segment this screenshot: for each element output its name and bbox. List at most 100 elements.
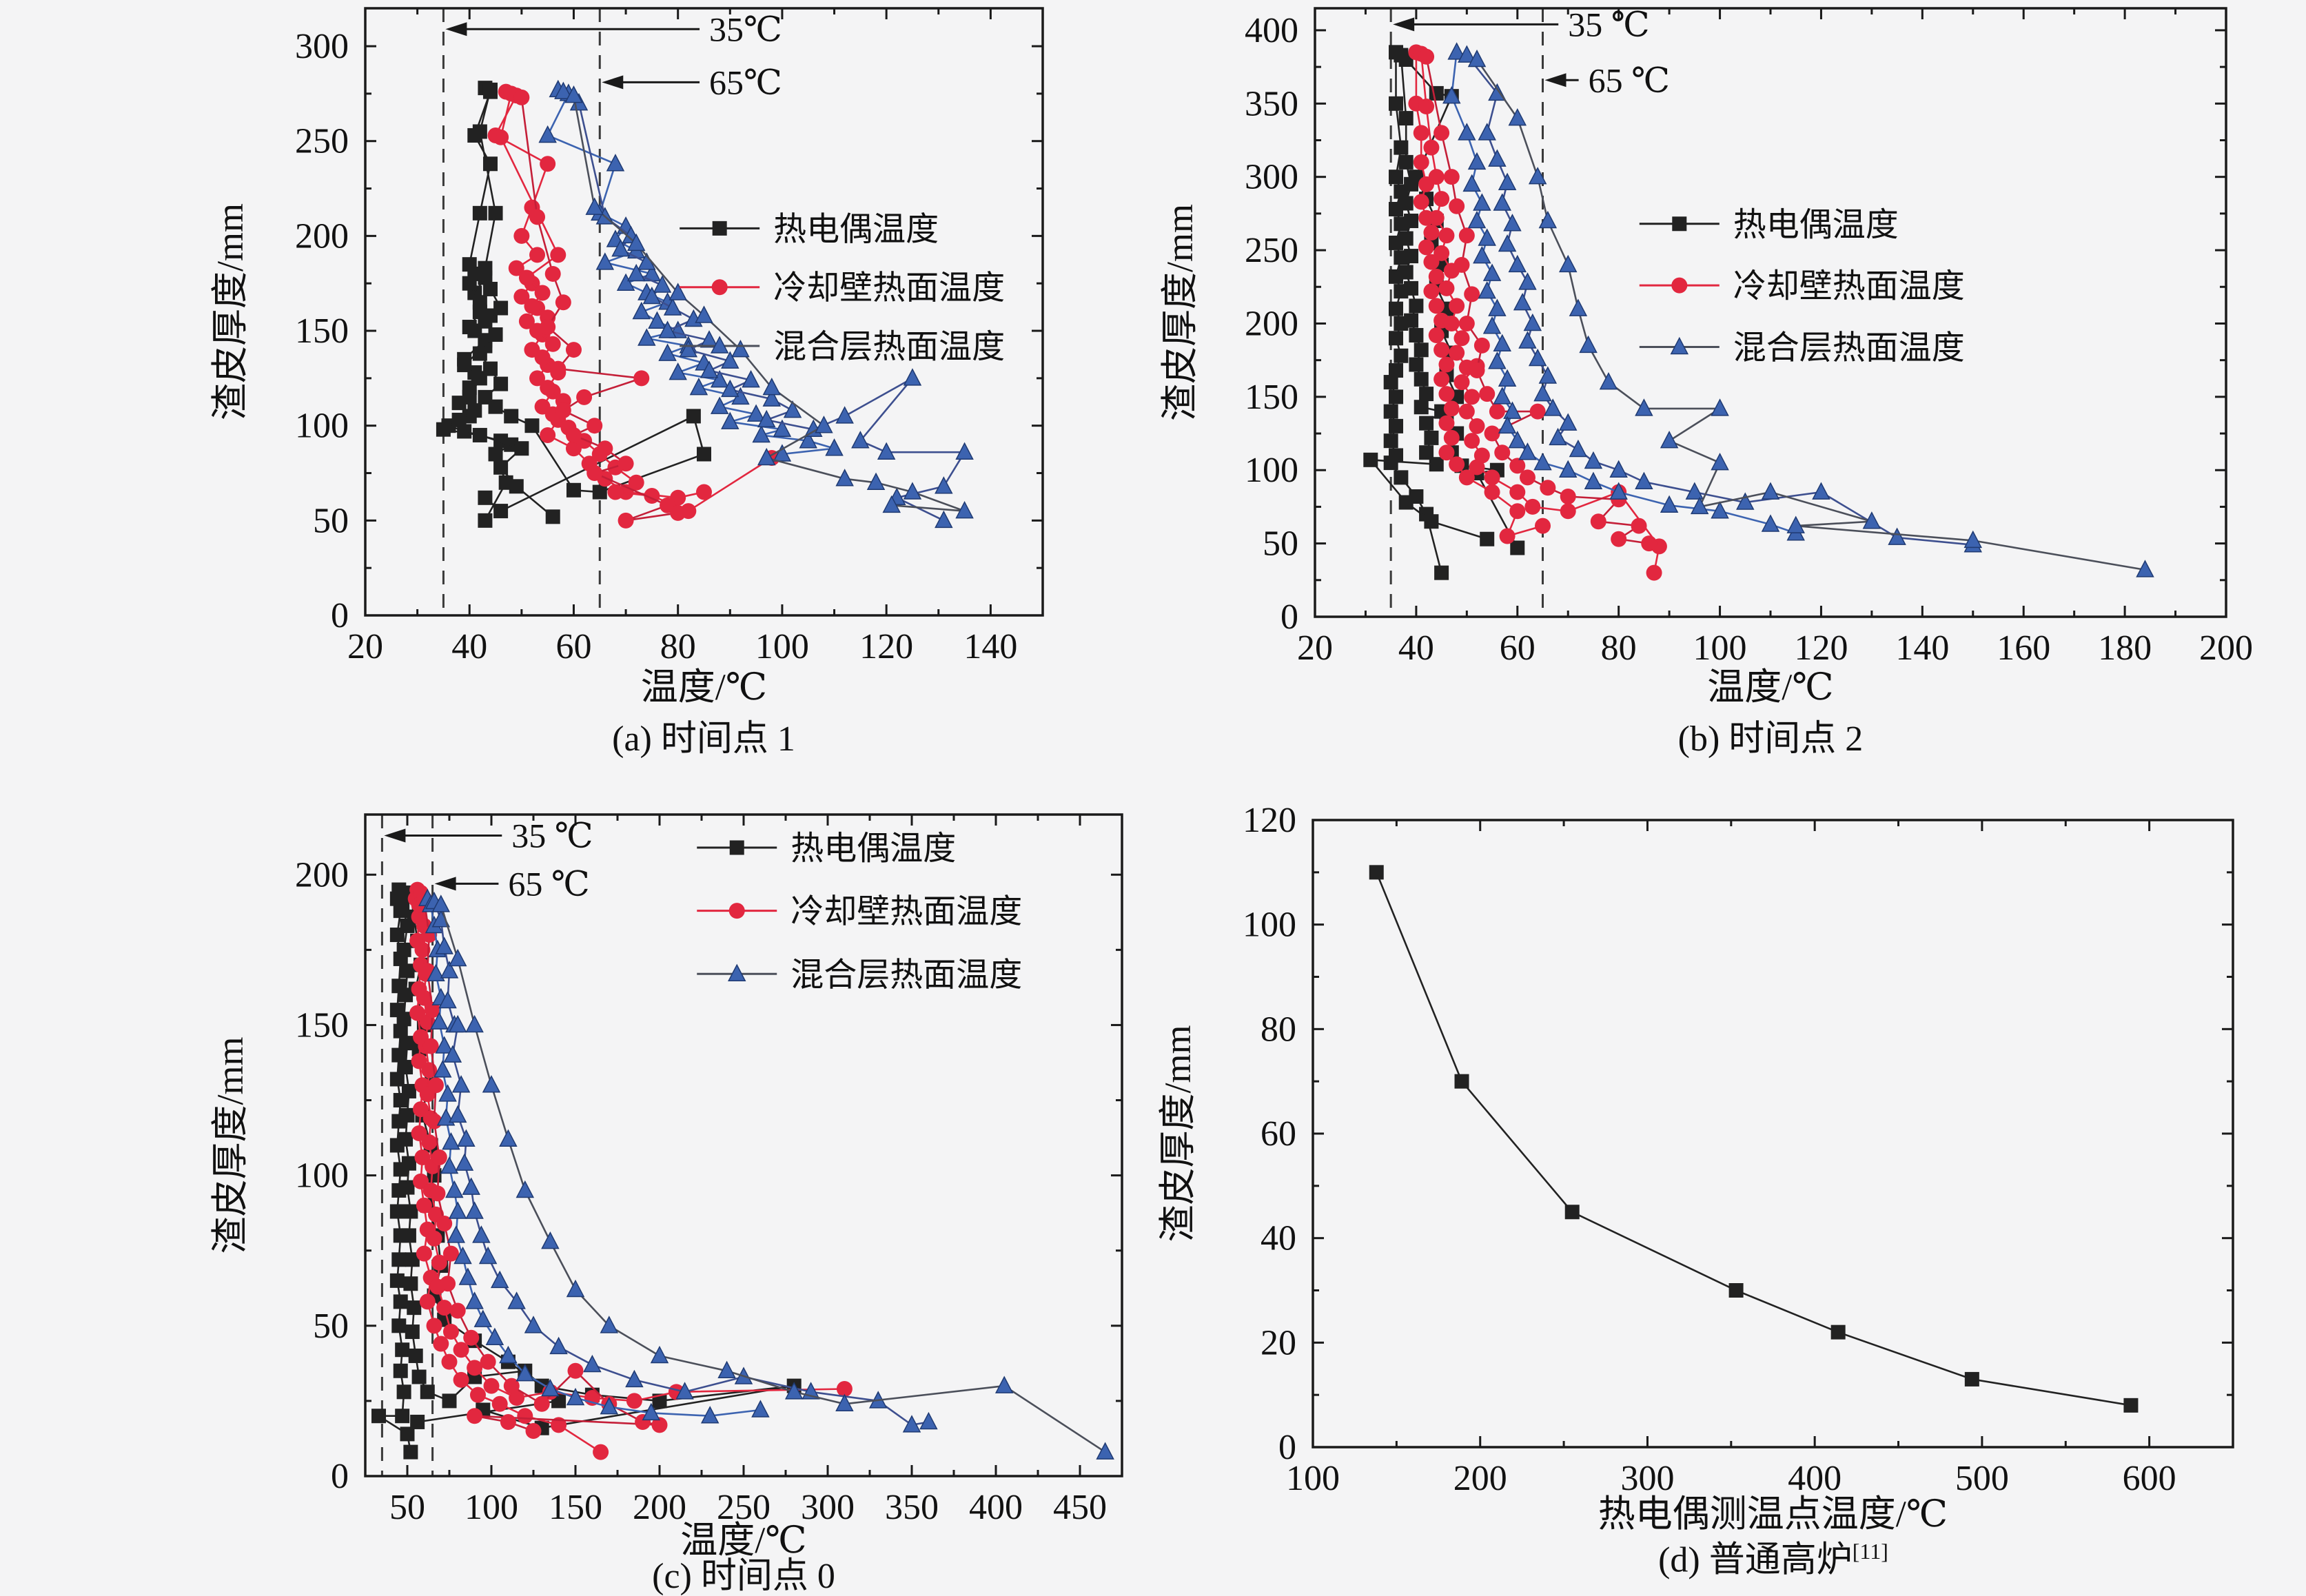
- series-group: [371, 881, 1114, 1460]
- svg-text:20: 20: [1261, 1323, 1296, 1362]
- axis-ticks: 20 40 60 80 100 120 140 160 180 200 0 50 100 150 200 25…: [1245, 8, 2253, 668]
- svg-text:50: 50: [313, 501, 349, 540]
- ref-annotation: 35 ℃: [1393, 5, 1650, 43]
- svg-text:0: 0: [331, 596, 349, 635]
- series-thermocouple: [371, 882, 802, 1460]
- svg-text:20: 20: [347, 627, 383, 666]
- series-group: [1363, 42, 2154, 581]
- svg-text:200: 200: [633, 1488, 686, 1527]
- y-axis-label: 渣皮厚度/mm: [1159, 204, 1201, 421]
- y-axis-label: 渣皮厚度/mm: [210, 1036, 251, 1254]
- caption-text-c: (c) 时间点 0: [652, 1557, 835, 1596]
- svg-text:100: 100: [295, 407, 349, 446]
- caption-panel-c: (c) 时间点 0: [468, 1557, 1019, 1596]
- series-cooling_wall: [407, 881, 853, 1460]
- caption-text-d: (d) 普通高炉: [1658, 1540, 1853, 1580]
- y-axis-label: 渣皮厚度/mm: [1157, 1025, 1198, 1242]
- svg-text:450: 450: [1053, 1488, 1107, 1527]
- panel-time-point-1: 20 40 60 80 100 120 140 0 50 100 150 200 250 300 温度/℃ 渣…: [0, 0, 1153, 797]
- svg-text:150: 150: [295, 311, 349, 351]
- svg-text:150: 150: [1245, 378, 1298, 417]
- legend-label-thermocouple: 热电偶温度: [773, 211, 939, 247]
- ref-annotation: 65℃: [602, 63, 782, 101]
- axis-ticks: 50 100 150 200 250 300 350 400 450 0 50 100 150 200: [295, 815, 1122, 1527]
- svg-text:50: 50: [1263, 524, 1298, 564]
- ref-annotation: 65 ℃: [434, 864, 590, 903]
- y-axis-label: 渣皮厚度/mm: [210, 203, 251, 420]
- svg-text:50: 50: [313, 1307, 349, 1346]
- svg-text:200: 200: [1245, 304, 1298, 343]
- svg-text:150: 150: [549, 1488, 602, 1527]
- svg-text:100: 100: [295, 1156, 349, 1196]
- legend-label-thermocouple: 热电偶温度: [790, 830, 956, 867]
- svg-text:140: 140: [1895, 628, 1949, 668]
- svg-text:0: 0: [331, 1457, 349, 1496]
- svg-text:300: 300: [1245, 158, 1298, 197]
- svg-text:250: 250: [717, 1488, 771, 1527]
- svg-text:65 ℃: 65 ℃: [1589, 61, 1670, 99]
- x-axis-label: 热电偶测温点温度/℃: [1598, 1493, 1948, 1535]
- reference-lines: [442, 8, 601, 615]
- x-axis-label: 温度/℃: [680, 1520, 806, 1561]
- svg-text:80: 80: [1261, 1010, 1296, 1049]
- series-cooling_wall: [487, 83, 780, 529]
- svg-text:400: 400: [1788, 1459, 1841, 1498]
- ref-annotation: 35℃: [445, 10, 782, 48]
- legend-label-mixed_layer: 混合层热面温度: [1733, 330, 1965, 367]
- plot-frame: [1312, 819, 2234, 1449]
- svg-text:300: 300: [1620, 1459, 1674, 1498]
- svg-text:350: 350: [1245, 84, 1298, 123]
- svg-text:120: 120: [859, 627, 913, 666]
- svg-text:160: 160: [1997, 628, 2050, 668]
- svg-text:80: 80: [660, 627, 696, 666]
- svg-text:200: 200: [295, 855, 349, 894]
- chart-ordinary-blast-furnace: 100 200 300 400 500 600 0 20 40 60 80 100 120 热电偶测温点温…: [1157, 801, 2234, 1535]
- legend-label-mixed_layer: 混合层热面温度: [773, 329, 1005, 365]
- panel-time-point-0: 50 100 150 200 250 300 350 400 450 0 50 100 150 200 温度…: [0, 797, 1153, 1595]
- caption-panel-b: (b) 时间点 2: [1495, 719, 2046, 759]
- legend-label-cooling_wall: 冷却壁热面温度: [1733, 268, 1965, 305]
- svg-text:0: 0: [1278, 1428, 1296, 1467]
- svg-text:180: 180: [2098, 628, 2152, 668]
- svg-text:600: 600: [2123, 1459, 2176, 1498]
- svg-text:300: 300: [295, 27, 349, 66]
- svg-text:500: 500: [1955, 1459, 2009, 1498]
- panel-ordinary-blast-furnace: 100 200 300 400 500 600 0 20 40 60 80 100 120 热电偶测温点温…: [1153, 797, 2306, 1595]
- svg-text:40: 40: [451, 627, 487, 666]
- svg-text:60: 60: [555, 627, 591, 666]
- svg-text:140: 140: [963, 627, 1017, 666]
- svg-text:35 ℃: 35 ℃: [1568, 5, 1649, 43]
- svg-text:250: 250: [295, 122, 349, 161]
- svg-text:350: 350: [885, 1488, 939, 1527]
- svg-text:0: 0: [1280, 597, 1298, 637]
- svg-text:60: 60: [1500, 628, 1535, 668]
- legend-label-mixed_layer: 混合层热面温度: [790, 956, 1022, 993]
- svg-text:100: 100: [1245, 451, 1298, 490]
- series-thermocouple: [1369, 865, 2139, 1413]
- panel-time-point-2: 20 40 60 80 100 120 140 160 180 200 0 50 100 150 200 25…: [1153, 0, 2306, 797]
- x-axis-label: 温度/℃: [641, 666, 767, 708]
- svg-text:100: 100: [755, 627, 809, 666]
- caption-text-a: (a) 时间点 1: [612, 719, 795, 759]
- svg-text:40: 40: [1398, 628, 1434, 668]
- chart-time-point-1: 20 40 60 80 100 120 140 0 50 100 150 200 250 300 温度/℃ 渣…: [210, 7, 1044, 708]
- svg-text:20: 20: [1297, 628, 1333, 668]
- series-mixed_layer: [538, 79, 974, 529]
- svg-text:35 ℃: 35 ℃: [511, 817, 593, 855]
- caption-panel-a: (a) 时间点 1: [428, 719, 979, 759]
- svg-text:300: 300: [801, 1488, 855, 1527]
- svg-text:200: 200: [295, 216, 349, 256]
- svg-text:35℃: 35℃: [709, 10, 782, 48]
- svg-text:100: 100: [465, 1488, 518, 1527]
- caption-citation-sup: [11]: [1852, 1539, 1888, 1564]
- svg-text:100: 100: [1286, 1459, 1340, 1498]
- svg-text:100: 100: [1243, 906, 1296, 945]
- legend-label-thermocouple: 热电偶温度: [1733, 207, 1899, 243]
- svg-text:150: 150: [295, 1005, 349, 1045]
- series-cooling_wall: [1408, 44, 1667, 581]
- ref-annotation: 35 ℃: [384, 817, 593, 855]
- caption-text-b: (b) 时间点 2: [1677, 719, 1864, 759]
- series-mixed_layer: [1442, 42, 2154, 577]
